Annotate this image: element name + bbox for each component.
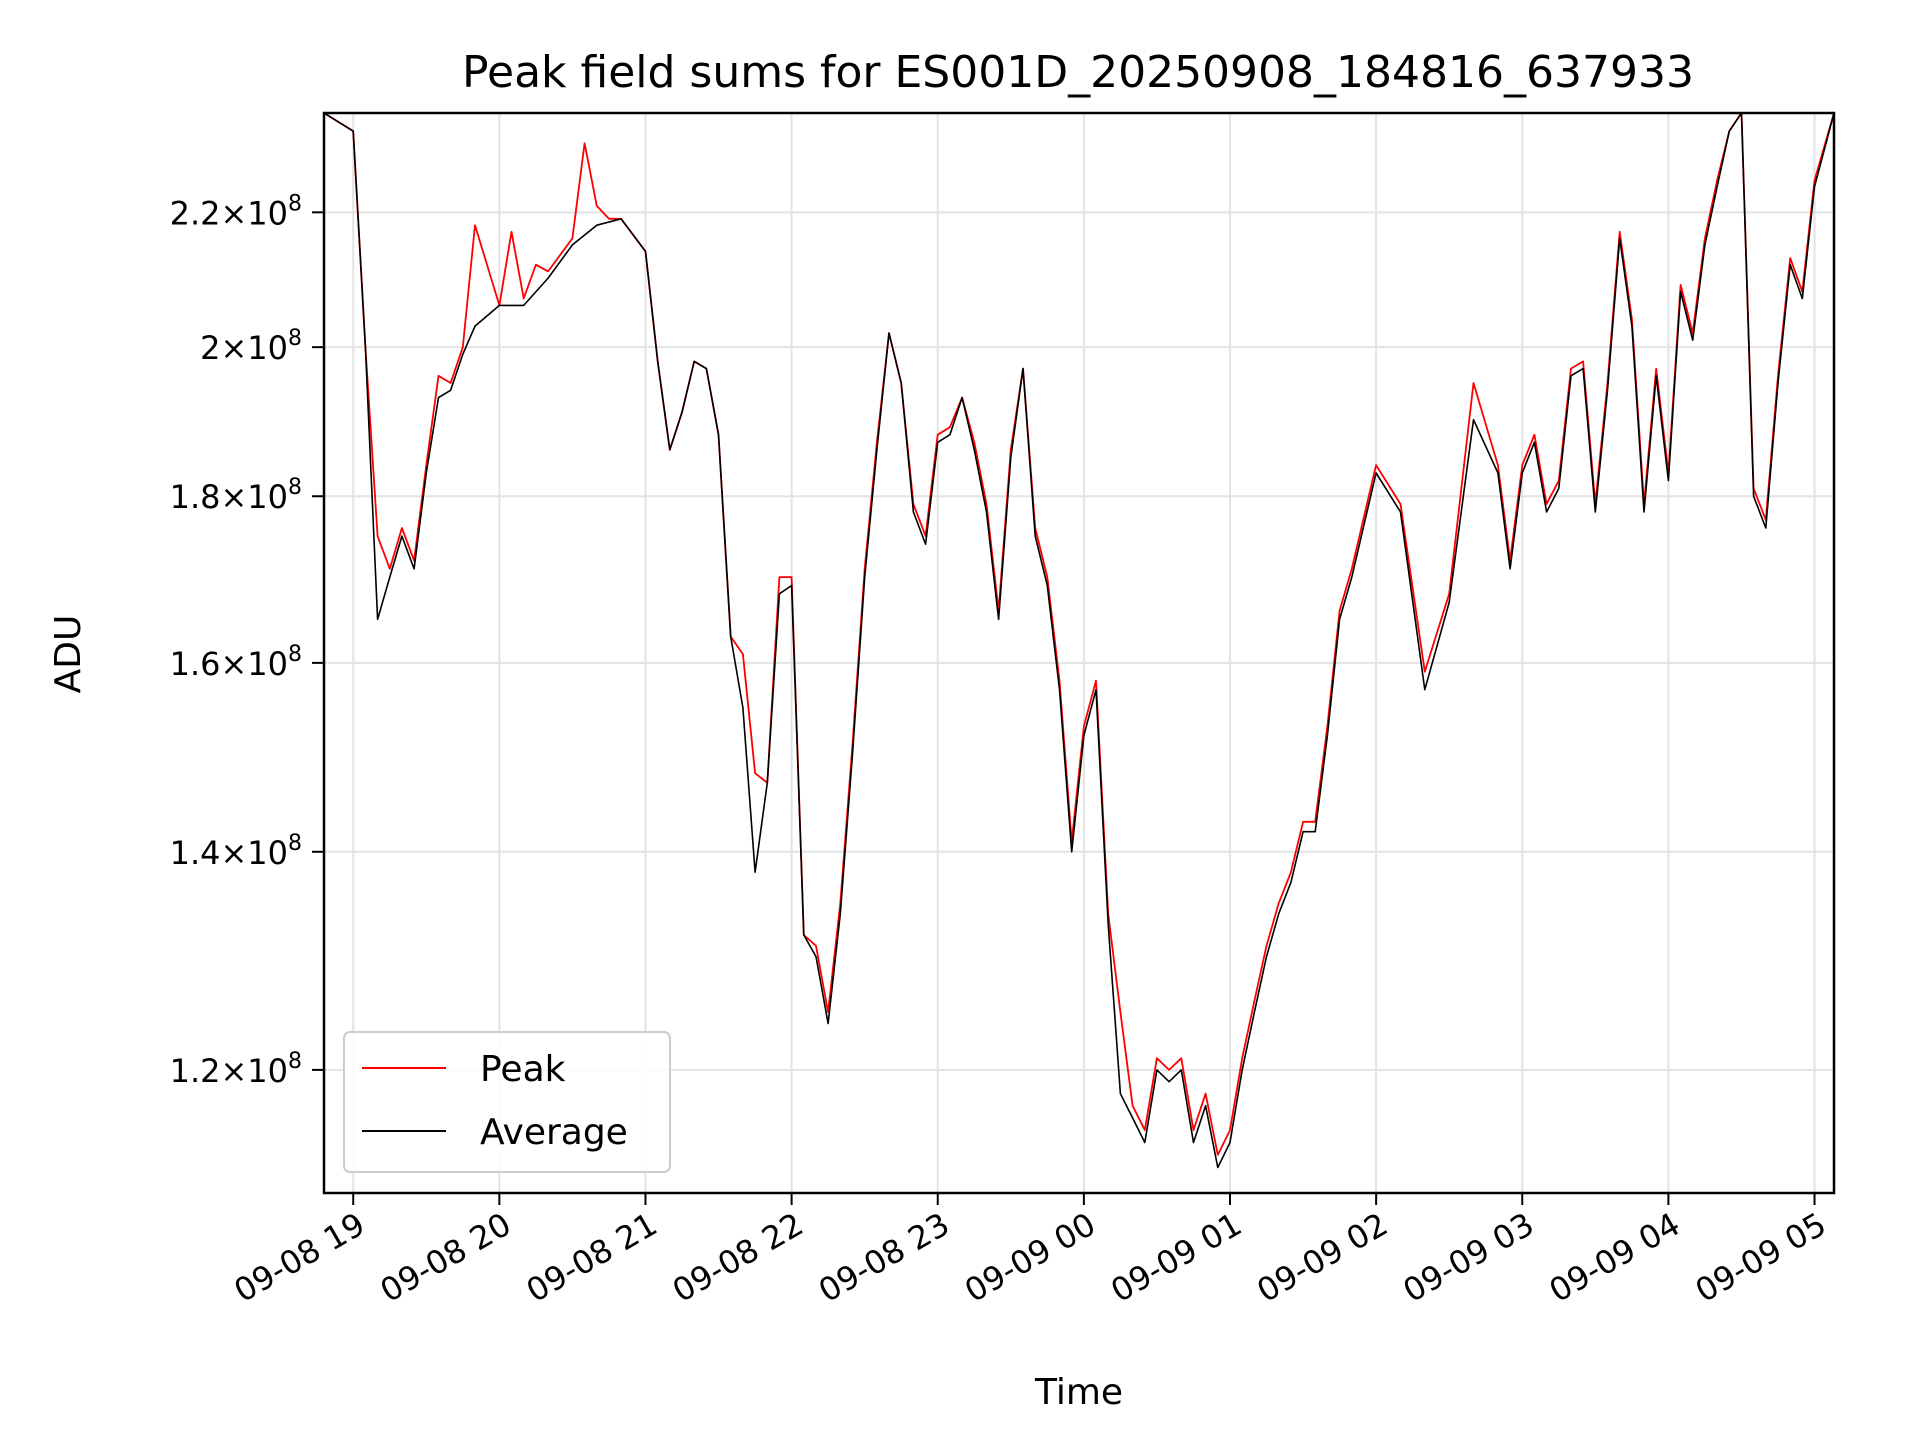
plot-frame (322, 111, 1836, 1195)
y-tick-label: 1.6×108 (170, 642, 302, 683)
series-layer (323, 112, 1835, 1169)
chart-title: Peak field sums for ES001D_20250908_1848… (462, 47, 1694, 98)
legend-label-average: Average (480, 1112, 628, 1153)
y-axis-label: ADU (48, 615, 89, 694)
x-axis-label: Time (1034, 1372, 1123, 1413)
y-tick-label: 1.4×108 (170, 831, 302, 872)
y-tick-label: 2×108 (200, 326, 302, 367)
y-tick-label: 2.2×108 (170, 191, 302, 232)
y-tick-label: 1.2×108 (170, 1049, 302, 1090)
y-axis: 1.2×108 1.4×108 1.6×108 1.8×108 2×108 2.2×108 (170, 191, 324, 1090)
y-tick-label: 1.8×108 (170, 475, 302, 516)
legend-label-peak: Peak (480, 1049, 566, 1090)
series-line-average (323, 112, 1835, 1169)
grid (324, 113, 1834, 1193)
legend: Peak Average (343, 1031, 671, 1173)
